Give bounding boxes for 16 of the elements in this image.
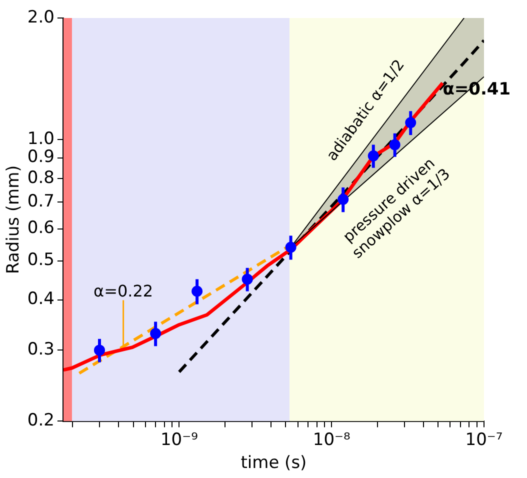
y-tick-label: 0.5 — [27, 250, 54, 270]
y-tick-label: 0.9 — [27, 147, 54, 168]
y-tick-label: 0.2 — [27, 410, 54, 431]
x-tick-label: 10⁻⁹ — [160, 430, 198, 450]
y-tick-label: 0.8 — [27, 168, 54, 188]
y-tick-label: 2.0 — [27, 7, 54, 28]
x-tick-label: 10⁻⁸ — [312, 430, 350, 450]
x-axis-title: time (s) — [240, 453, 307, 474]
x-tick-label: 10⁻⁷ — [465, 430, 503, 450]
y-tick-label: 1.0 — [27, 128, 54, 149]
y-tick-label: 0.3 — [27, 340, 54, 360]
y-tick-label: 0.7 — [27, 191, 54, 212]
y-tick-label: 0.4 — [27, 289, 54, 310]
annotation: α=0.22 — [94, 281, 154, 300]
y-tick-label: 0.6 — [27, 218, 54, 238]
y-axis-title: Radius (mm) — [4, 165, 24, 274]
